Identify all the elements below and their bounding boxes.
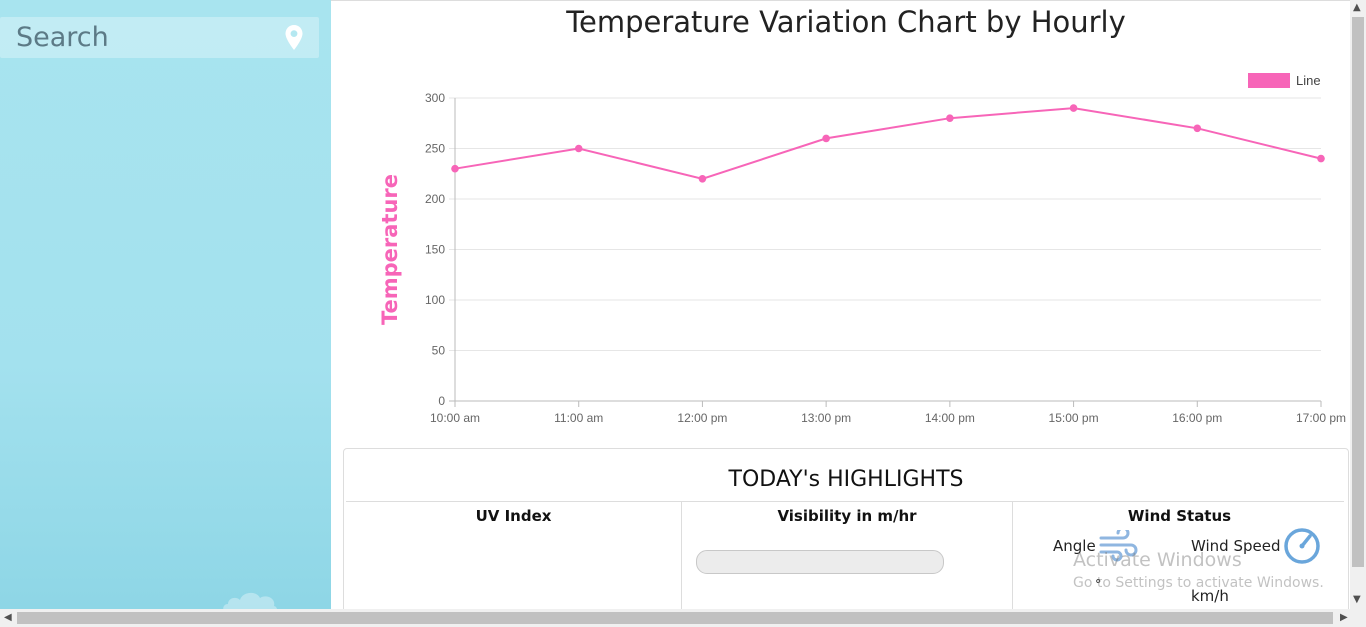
horizontal-scroll-thumb[interactable] [17,612,1333,624]
todays-highlights: TODAY's HIGHLIGHTS UV Index Visibility i… [343,448,1349,622]
chart-title: Temperature Variation Chart by Hourly [566,5,1126,39]
scroll-up-icon[interactable]: ▲ [1353,2,1361,13]
y-tick-label: 100 [425,293,445,307]
x-tick-label: 15:00 pm [1049,411,1099,425]
data-point [1193,124,1202,133]
uv-index-title: UV Index [475,507,552,525]
scroll-down-icon[interactable]: ▼ [1353,594,1361,605]
visibility-title: Visibility in m/hr [777,507,917,525]
x-tick-label: 10:00 am [430,411,480,425]
visibility-progress-bar [696,550,944,574]
wind-icon [1099,530,1138,562]
x-tick-label: 12:00 pm [677,411,727,425]
data-point [1069,104,1078,112]
x-tick-label: 14:00 pm [925,411,975,425]
activation-watermark-title: Activate Windows [1073,549,1242,571]
search-bar [0,17,319,58]
search-input[interactable] [16,21,266,53]
x-tick-label: 16:00 pm [1172,411,1222,425]
horizontal-scrollbar[interactable]: ◀ ▶ [0,609,1366,627]
data-point [822,134,830,143]
highlights-divider [346,501,1344,502]
vertical-scroll-thumb[interactable] [1352,17,1364,567]
vertical-scrollbar[interactable]: ▲ ▼ [1350,0,1366,609]
y-tick-label: 200 [425,192,445,206]
data-point [451,164,459,173]
series-line [454,107,1322,180]
y-tick-label: 150 [425,243,445,257]
map-pin-icon[interactable] [284,24,304,52]
data-point [1317,154,1325,163]
visibility-card: Visibility in m/hr [682,502,1012,622]
temperature-line-chart: 0 50 100 150 200 250 300 10:00 am 11:00 am 12:00 … [378,73,1346,425]
data-point [946,114,954,122]
cloud-icon [223,592,277,612]
card-divider [681,502,682,622]
y-tick-label: 250 [425,142,445,156]
wind-status-card: Wind Status Angle ° Wind Speed km/h [1013,502,1346,622]
y-axis-title: Temperature [378,174,402,325]
wind-angle-unit: ° [1095,578,1102,593]
wind-angle-label: Angle [1053,537,1096,555]
highlights-title: TODAY's HIGHLIGHTS [728,467,964,492]
x-tick-label: 13:00 pm [801,411,851,425]
sidebar [0,0,331,612]
scroll-right-icon[interactable]: ▶ [1340,612,1348,623]
wind-speed-label: Wind Speed [1191,537,1281,555]
data-point [574,144,583,153]
y-tick-label: 50 [432,344,446,358]
y-tick-label: 0 [438,394,445,408]
activation-watermark-subtitle: Go to Settings to activate Windows. [1073,575,1324,591]
legend-swatch [1248,73,1290,88]
scroll-left-icon[interactable]: ◀ [4,612,12,623]
x-tick-label: 11:00 am [554,411,603,425]
card-divider [1012,502,1013,622]
gauge-icon [1284,528,1320,564]
main-panel: Temperature Variation Chart by Hourly 0 5… [331,0,1350,622]
uv-index-card: UV Index [346,502,681,622]
wind-status-title: Wind Status [1127,507,1232,525]
legend-label: Line [1296,73,1321,88]
wind-speed-unit: km/h [1191,587,1229,605]
y-tick-label: 300 [425,91,445,105]
x-tick-label: 17:00 pm [1296,411,1346,425]
data-point [698,175,707,183]
